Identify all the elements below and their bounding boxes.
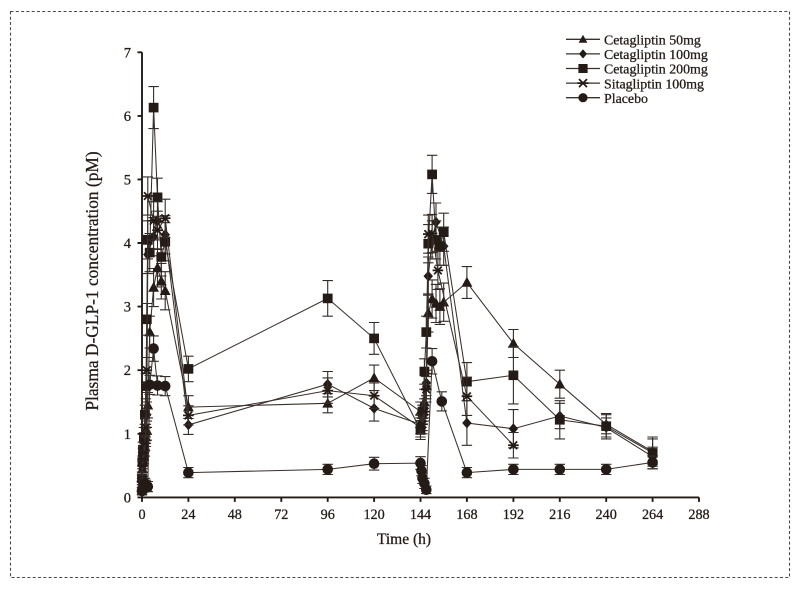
svg-text:5: 5 bbox=[124, 172, 131, 188]
svg-text:3: 3 bbox=[124, 300, 131, 316]
svg-text:1: 1 bbox=[124, 427, 131, 443]
svg-text:Cetagliptin 50mg: Cetagliptin 50mg bbox=[604, 34, 701, 49]
svg-text:7: 7 bbox=[124, 45, 131, 61]
svg-text:6: 6 bbox=[124, 109, 131, 125]
svg-text:Time (h): Time (h) bbox=[377, 531, 431, 548]
svg-text:0: 0 bbox=[138, 507, 145, 523]
svg-text:96: 96 bbox=[321, 507, 335, 523]
svg-text:144: 144 bbox=[410, 507, 431, 523]
svg-text:120: 120 bbox=[363, 507, 384, 523]
svg-text:288: 288 bbox=[688, 507, 709, 523]
svg-text:240: 240 bbox=[596, 507, 617, 523]
svg-text:24: 24 bbox=[181, 507, 195, 523]
svg-text:4: 4 bbox=[124, 236, 132, 252]
svg-text:48: 48 bbox=[228, 507, 242, 523]
svg-text:216: 216 bbox=[549, 507, 570, 523]
svg-text:168: 168 bbox=[456, 507, 477, 523]
svg-text:Sitagliptin 100mg: Sitagliptin 100mg bbox=[604, 77, 704, 92]
svg-text:72: 72 bbox=[274, 507, 288, 523]
svg-text:Cetagliptin 200mg: Cetagliptin 200mg bbox=[604, 63, 708, 78]
svg-text:192: 192 bbox=[503, 507, 524, 523]
svg-text:0: 0 bbox=[124, 490, 131, 506]
svg-text:264: 264 bbox=[642, 507, 663, 523]
svg-text:Placebo: Placebo bbox=[604, 92, 648, 107]
svg-text:Cetagliptin 100mg: Cetagliptin 100mg bbox=[604, 48, 708, 63]
svg-text:2: 2 bbox=[124, 363, 131, 379]
svg-text:Plasma D-GLP-1 concentration (: Plasma D-GLP-1 concentration (pM) bbox=[82, 151, 102, 411]
